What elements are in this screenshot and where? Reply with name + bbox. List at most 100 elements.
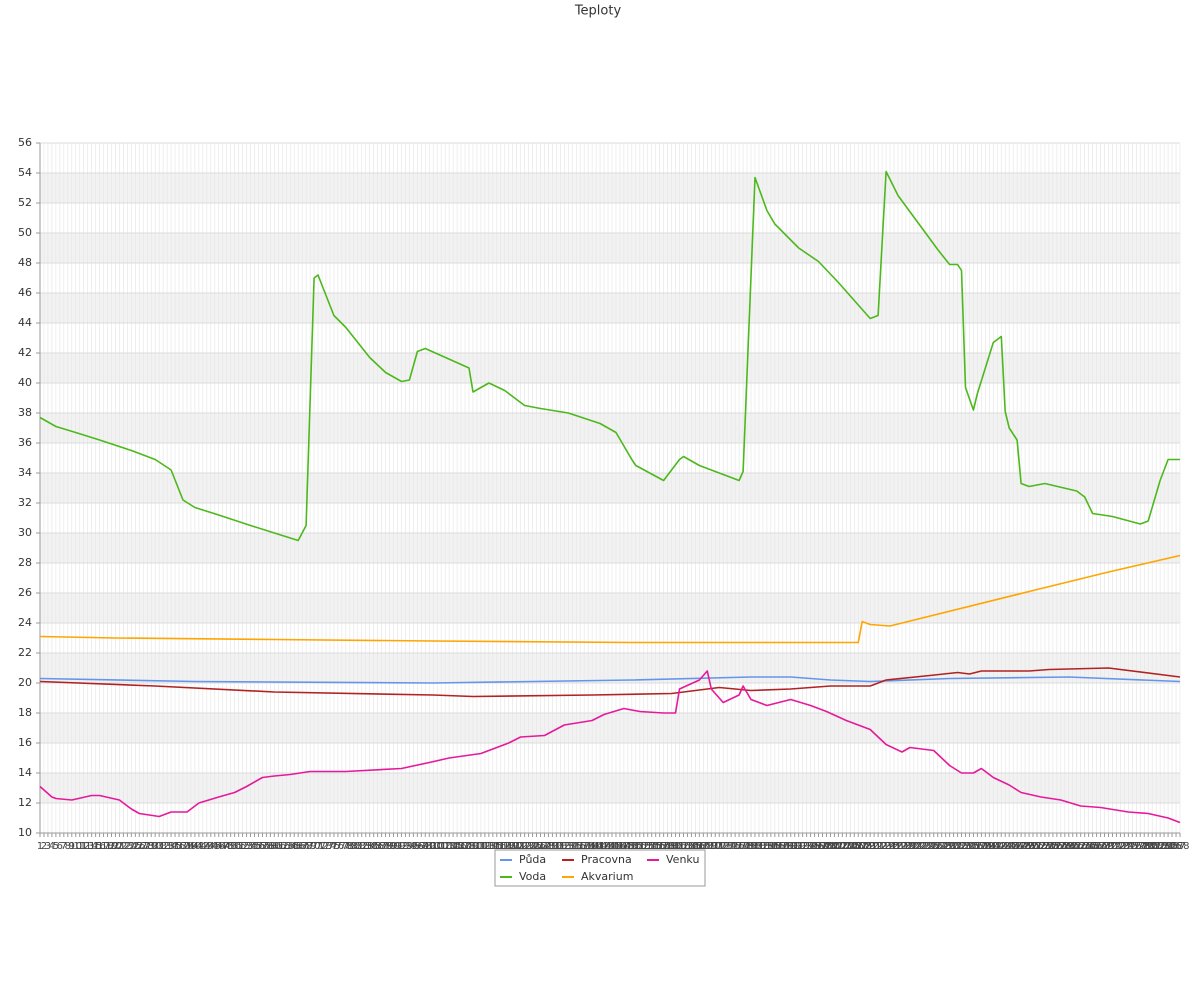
x-tick-label: 176 [726, 841, 745, 852]
x-tick-label: 147 [610, 841, 629, 852]
grid-band [40, 473, 1180, 503]
x-tick-label: 153 [634, 841, 653, 852]
x-tick-label: 84 [363, 841, 376, 852]
x-tick-label: 81 [351, 841, 364, 852]
x-tick-label: 287 [1166, 841, 1185, 852]
x-tick-label: 102 [432, 841, 451, 852]
x-tick-label: 24 [125, 841, 138, 852]
x-tick-label: 183 [753, 841, 772, 852]
x-tick-label: 55 [248, 841, 261, 852]
x-tick-label: 30 [149, 841, 162, 852]
x-tick-label: 142 [591, 841, 610, 852]
x-tick-label: 282 [1147, 841, 1166, 852]
x-tick-label: 26 [133, 841, 146, 852]
x-tick-label: 262 [1067, 841, 1086, 852]
x-tick-label: 261 [1063, 841, 1082, 852]
x-tick-label: 182 [749, 841, 768, 852]
x-tick-label: 69 [304, 841, 317, 852]
x-tick-label: 51 [232, 841, 245, 852]
legend-label: Akvarium [581, 870, 633, 883]
x-tick-label: 36 [173, 841, 186, 852]
x-tick-label: 218 [892, 841, 911, 852]
x-tick-label: 271 [1103, 841, 1122, 852]
y-tick-label: 54 [18, 166, 32, 179]
x-tick-label: 163 [674, 841, 693, 852]
x-tick-label: 83 [359, 841, 372, 852]
x-tick-label: 57 [256, 841, 269, 852]
x-tick-label: 28 [141, 841, 154, 852]
x-tick-label: 241 [984, 841, 1003, 852]
x-tick-label: 118 [495, 841, 514, 852]
x-tick-label: 156 [646, 841, 665, 852]
x-tick-label: 42 [196, 841, 209, 852]
x-tick-label: 132 [551, 841, 570, 852]
x-tick-label: 78 [339, 841, 352, 852]
y-tick-label: 10 [18, 826, 32, 839]
y-tick-label: 34 [18, 466, 32, 479]
x-tick-label: 223 [912, 841, 931, 852]
x-tick-label: 185 [761, 841, 780, 852]
x-tick-label: 110 [463, 841, 482, 852]
x-tick-label: 116 [487, 841, 506, 852]
x-tick-label: 283 [1151, 841, 1170, 852]
x-tick-label: 233 [952, 841, 971, 852]
x-tick-label: 171 [706, 841, 725, 852]
x-tick-label: 240 [980, 841, 999, 852]
x-tick-label: 227 [928, 841, 947, 852]
x-tick-label: 71 [312, 841, 325, 852]
y-tick-label: 32 [18, 496, 32, 509]
x-tick-label: 64 [284, 841, 297, 852]
y-tick-label: 52 [18, 196, 32, 209]
x-tick-label: 7 [61, 841, 67, 852]
x-tick-label: 191 [785, 841, 804, 852]
y-tick-label: 36 [18, 436, 32, 449]
x-tick-label: 228 [932, 841, 951, 852]
x-tick-label: 149 [618, 841, 637, 852]
x-tick-label: 105 [444, 841, 463, 852]
x-tick-label: 151 [626, 841, 645, 852]
x-tick-label: 141 [587, 841, 606, 852]
x-tick-label: 260 [1059, 841, 1078, 852]
legend-label: Venku [666, 853, 699, 866]
x-tick-label: 3 [45, 841, 51, 852]
x-tick-label: 130 [543, 841, 562, 852]
x-tick-label: 49 [224, 841, 237, 852]
x-tick-label: 29 [145, 841, 158, 852]
x-tick-label: 256 [1043, 841, 1062, 852]
x-tick-label: 124 [519, 841, 538, 852]
x-tick-label: 93 [399, 841, 412, 852]
x-tick-label: 190 [781, 841, 800, 852]
series-line [39, 676, 1181, 684]
x-tick-label: 145 [602, 841, 621, 852]
x-tick-label: 243 [992, 841, 1011, 852]
x-tick-label: 77 [336, 841, 349, 852]
x-tick-label: 280 [1139, 841, 1158, 852]
grid-band [40, 593, 1180, 623]
x-tick-label: 108 [455, 841, 474, 852]
x-tick-label: 257 [1047, 841, 1066, 852]
series-line [39, 554, 1181, 644]
x-tick-label: 202 [829, 841, 848, 852]
grid-band [40, 713, 1180, 743]
x-tick-label: 215 [880, 841, 899, 852]
x-tick-label: 288 [1170, 841, 1189, 852]
y-tick-label: 12 [18, 796, 32, 809]
x-tick-label: 194 [797, 841, 816, 852]
x-tick-label: 245 [1000, 841, 1019, 852]
x-tick-label: 17 [97, 841, 110, 852]
x-tick-label: 169 [698, 841, 717, 852]
x-tick-label: 123 [515, 841, 534, 852]
x-tick-label: 74 [324, 841, 337, 852]
x-tick-label: 248 [1012, 841, 1031, 852]
x-tick-label: 70 [308, 841, 321, 852]
x-tick-label: 212 [869, 841, 888, 852]
x-tick-label: 167 [690, 841, 709, 852]
x-tick-label: 37 [177, 841, 190, 852]
x-tick-label: 259 [1055, 841, 1074, 852]
x-tick-label: 62 [276, 841, 289, 852]
x-tick-label: 86 [371, 841, 384, 852]
x-tick-label: 8 [65, 841, 71, 852]
x-tick-label: 72 [316, 841, 329, 852]
x-tick-label: 88 [379, 841, 392, 852]
